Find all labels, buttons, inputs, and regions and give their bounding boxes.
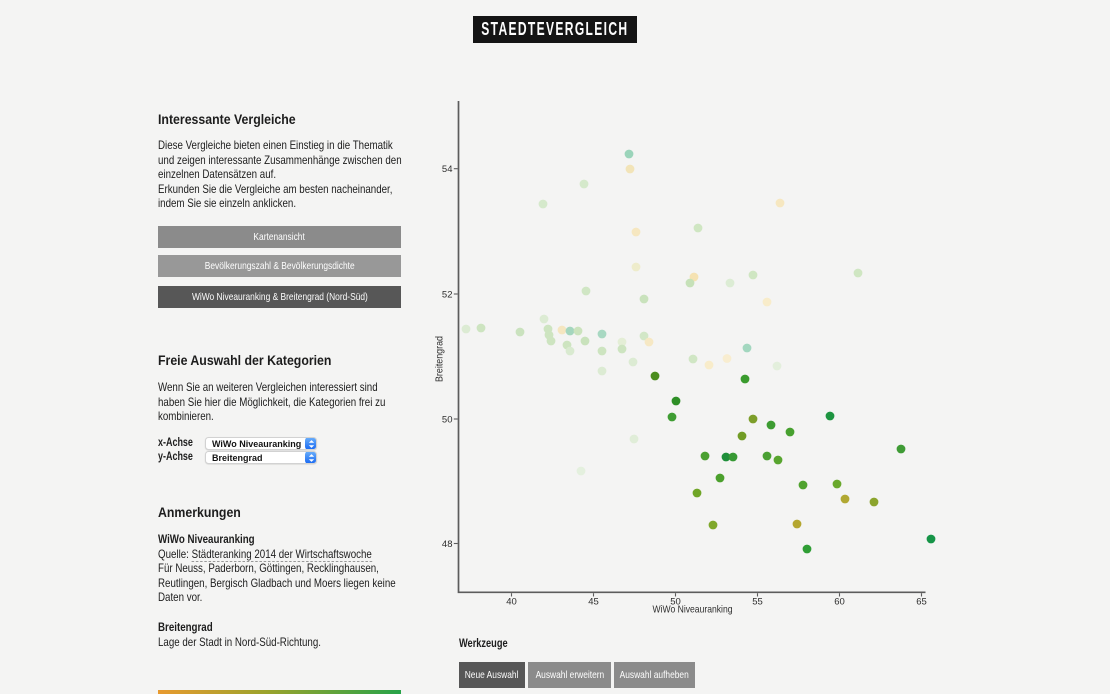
- svg-text:50: 50: [670, 597, 681, 608]
- svg-text:WiWo Niveauranking: WiWo Niveauranking: [653, 604, 733, 616]
- svg-text:45: 45: [588, 597, 599, 608]
- svg-text:50: 50: [442, 414, 453, 425]
- svg-text:65: 65: [916, 597, 927, 608]
- svg-text:55: 55: [752, 597, 763, 608]
- svg-text:48: 48: [442, 539, 453, 550]
- svg-text:Breitengrad: Breitengrad: [434, 336, 446, 382]
- svg-text:52: 52: [442, 289, 453, 300]
- svg-text:60: 60: [834, 597, 845, 608]
- svg-text:40: 40: [506, 597, 517, 608]
- svg-text:54: 54: [442, 164, 453, 175]
